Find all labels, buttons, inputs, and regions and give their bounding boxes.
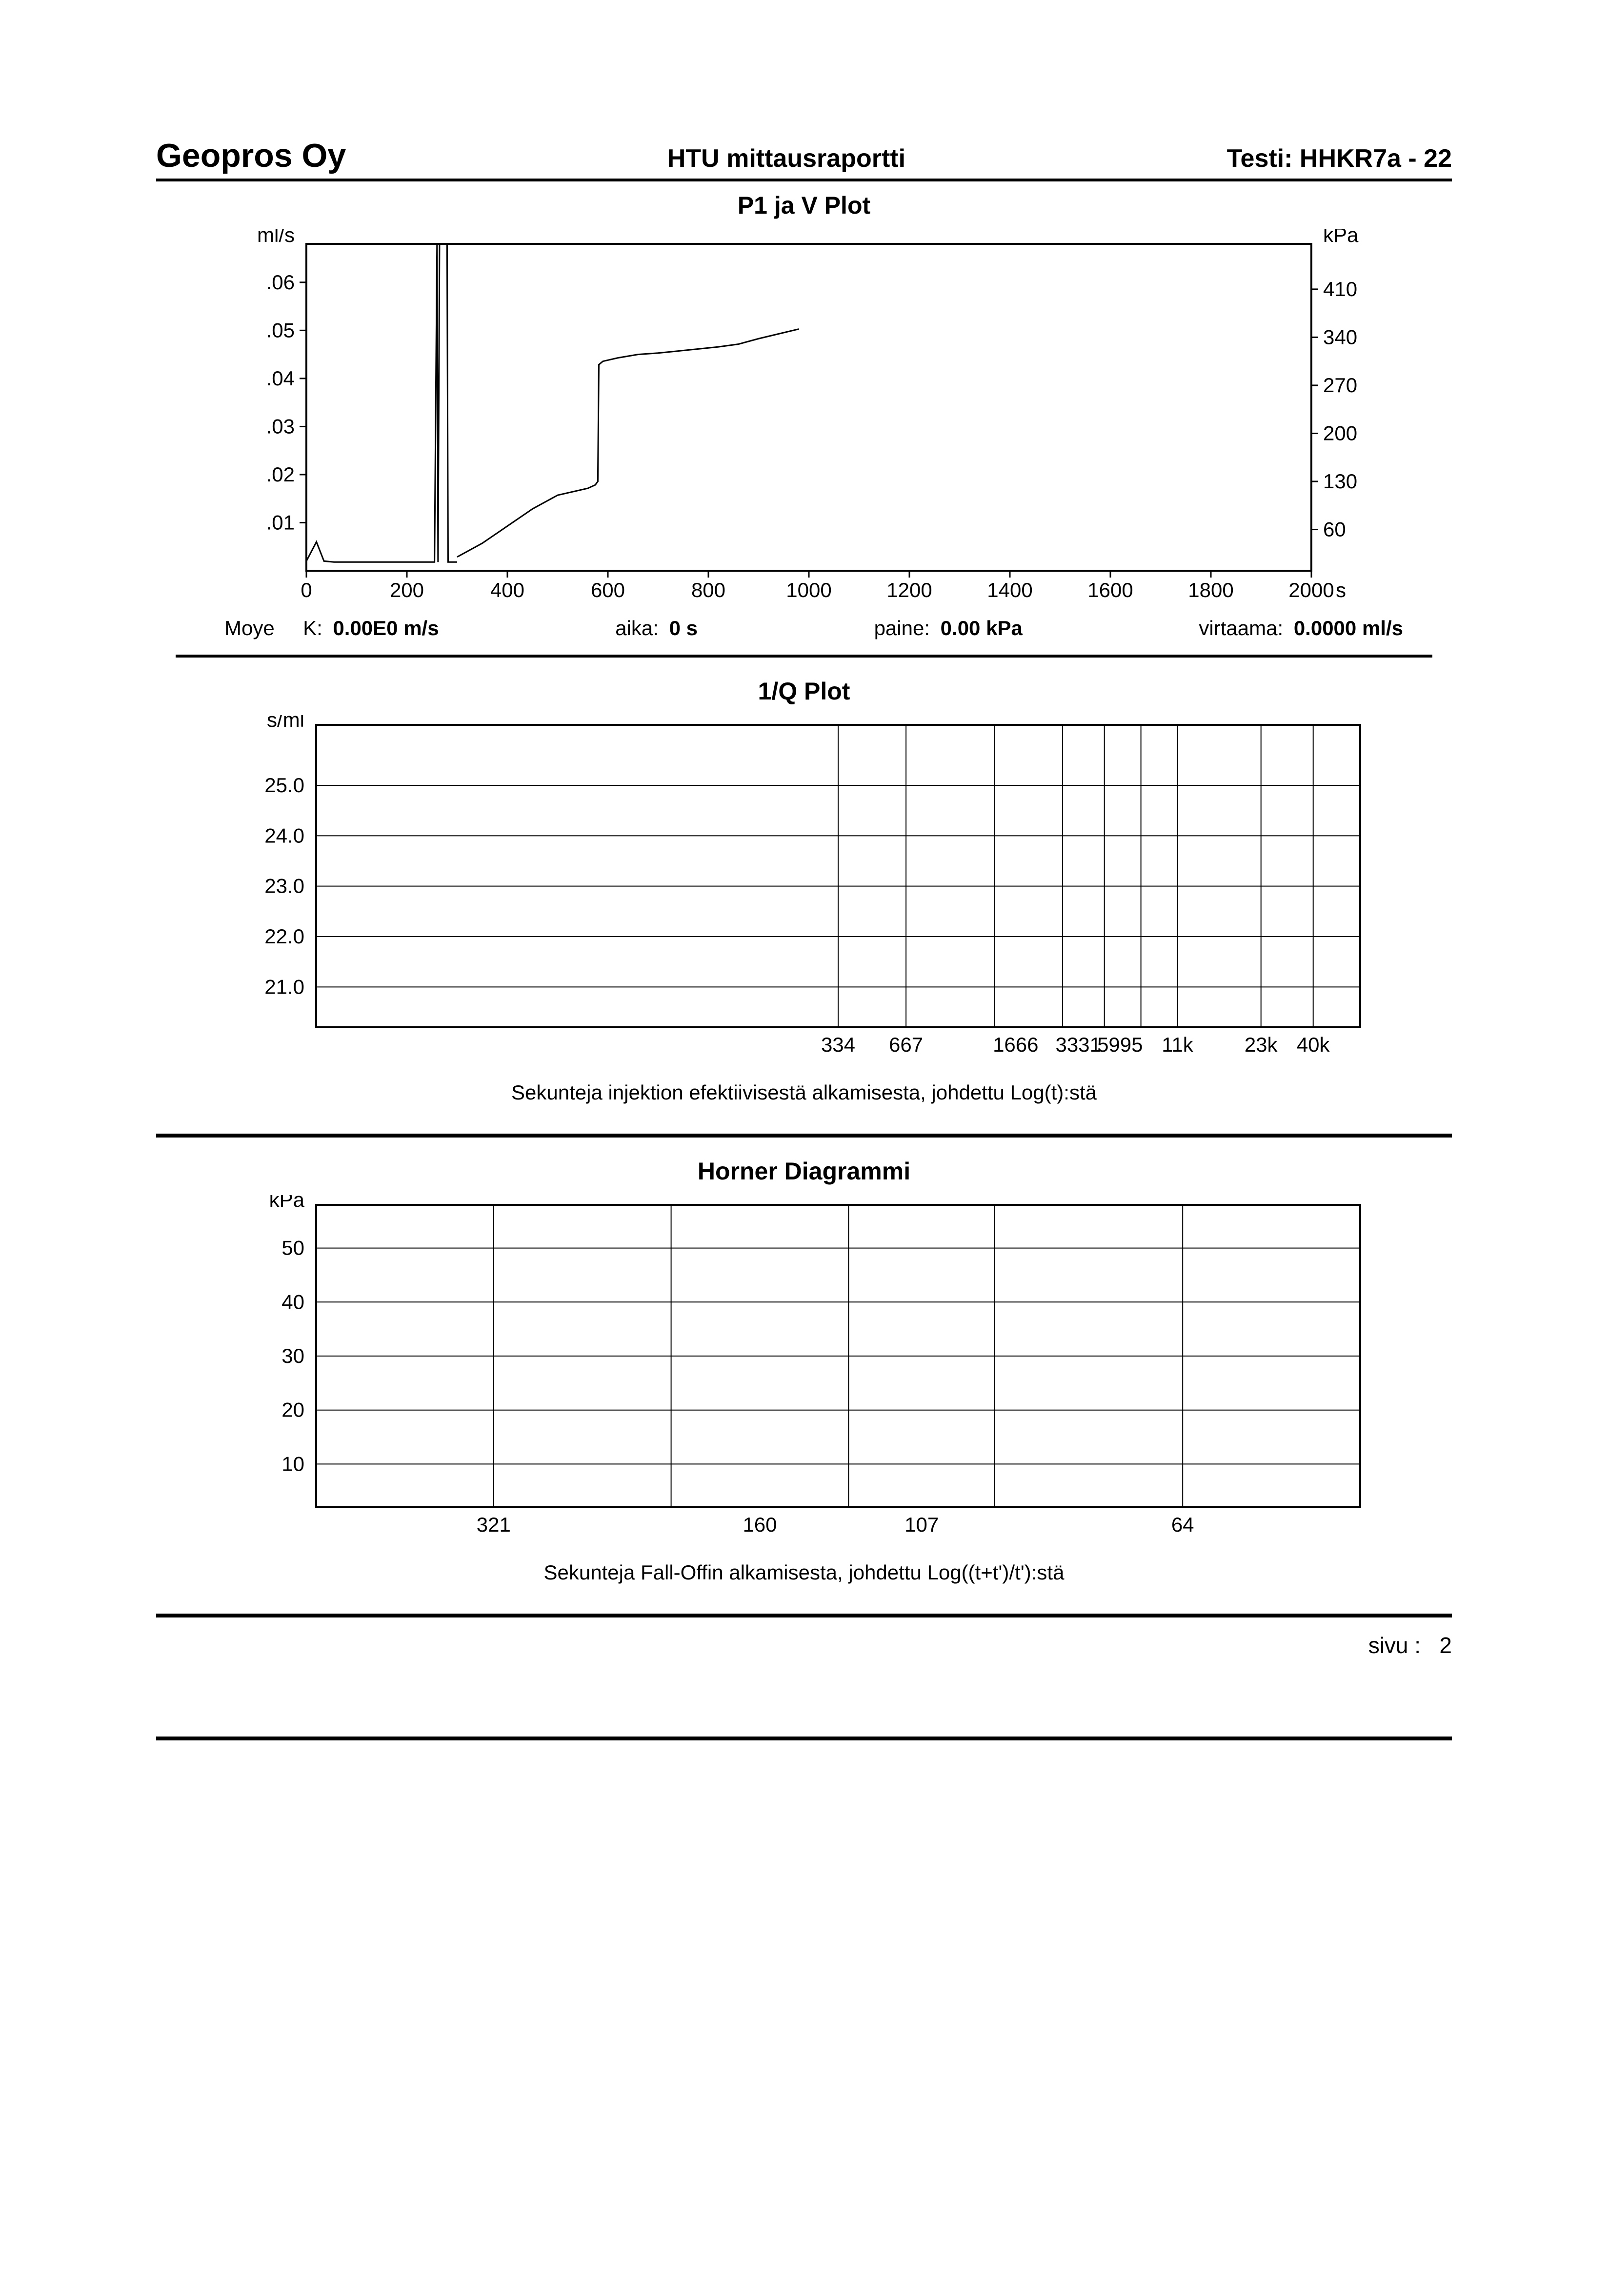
page-header: Geopros Oy HTU mittausraportti Testi: HH…	[156, 137, 1452, 181]
svg-text:kPa: kPa	[269, 1195, 305, 1211]
svg-text:.04: .04	[266, 367, 295, 390]
svg-text:334: 334	[821, 1033, 855, 1056]
virtaama-value: 0.0000 ml/s	[1294, 617, 1403, 639]
paine-label: paine:	[874, 617, 930, 639]
svg-text:130: 130	[1323, 470, 1357, 493]
chart3-plot: 10 20 30 40 50 kPa 321 160 107 64	[219, 1195, 1389, 1556]
divider-1	[176, 655, 1432, 658]
svg-text:.05: .05	[266, 319, 295, 341]
svg-text:5995: 5995	[1097, 1033, 1143, 1056]
svg-text:3331: 3331	[1055, 1033, 1101, 1056]
svg-text:1600: 1600	[1087, 579, 1133, 601]
k-label: K:	[303, 617, 322, 639]
svg-text:11k: 11k	[1162, 1033, 1194, 1056]
chart1-plot: 0 200 400 600 800 1000 1200 1400 1600 1800 2000s .0…	[219, 229, 1389, 610]
page-footer: sivu : 2	[156, 1614, 1452, 1658]
svg-text:1666: 1666	[993, 1033, 1038, 1056]
chart2-plot: 21.0 22.0 23.0 24.0 25.0 s/ml 334 667 1666 333159…	[219, 715, 1389, 1076]
svg-text:107: 107	[904, 1513, 939, 1536]
paine-value: 0.00 kPa	[941, 617, 1023, 639]
chart2-wrap: 21.0 22.0 23.0 24.0 25.0 s/ml 334 667 1666 333159…	[176, 715, 1432, 1076]
svg-text:.06: .06	[266, 271, 295, 294]
svg-text:2000: 2000	[1288, 579, 1334, 601]
svg-text:200: 200	[1323, 421, 1357, 444]
svg-text:667: 667	[889, 1033, 923, 1056]
svg-text:25.0: 25.0	[264, 774, 304, 797]
svg-text:1400: 1400	[987, 579, 1032, 601]
svg-text:22.0: 22.0	[264, 925, 304, 948]
svg-text:1200: 1200	[886, 579, 932, 601]
svg-text:s/ml: s/ml	[267, 715, 304, 731]
svg-text:s: s	[1336, 579, 1346, 601]
aika-value: 0 s	[669, 617, 698, 639]
chart3-title: Horner Diagrammi	[176, 1157, 1432, 1185]
chart1-section: P1 ja V Plot 0 200 400 600 800 1000 1200 1400 16…	[156, 191, 1452, 658]
svg-text:321: 321	[477, 1513, 511, 1536]
svg-text:60: 60	[1323, 518, 1346, 541]
chart3-x-caption: Sekunteja Fall-Offin alkamisesta, johdet…	[176, 1561, 1432, 1584]
svg-text:ml/s: ml/s	[257, 229, 295, 246]
chart2-title: 1/Q Plot	[176, 677, 1432, 705]
svg-text:23.0: 23.0	[264, 875, 304, 898]
svg-text:kPa: kPa	[1323, 229, 1359, 246]
k-value: 0.00E0 m/s	[333, 617, 439, 639]
report-title: HTU mittausraportti	[375, 144, 1197, 173]
chart1-title: P1 ja V Plot	[176, 191, 1432, 220]
svg-text:50: 50	[281, 1237, 304, 1259]
svg-text:800: 800	[691, 579, 725, 601]
svg-text:340: 340	[1323, 325, 1357, 348]
chart1-readouts: Moye K: 0.00E0 m/s aika: 0 s paine: 0.00…	[176, 617, 1432, 640]
page: Geopros Oy HTU mittausraportti Testi: HH…	[156, 137, 1452, 1740]
svg-text:.01: .01	[266, 511, 295, 534]
svg-text:21.0: 21.0	[264, 975, 304, 998]
svg-text:1800: 1800	[1188, 579, 1233, 601]
svg-text:20: 20	[281, 1398, 304, 1421]
svg-text:10: 10	[281, 1452, 304, 1475]
svg-text:24.0: 24.0	[264, 824, 304, 847]
svg-text:410: 410	[1323, 278, 1357, 300]
svg-text:400: 400	[490, 579, 524, 601]
company-name: Geopros Oy	[156, 137, 375, 175]
page-number: 2	[1439, 1633, 1452, 1658]
svg-text:1000: 1000	[786, 579, 831, 601]
svg-text:.02: .02	[266, 463, 295, 486]
chart2-x-caption: Sekunteja injektion efektiivisestä alkam…	[176, 1081, 1432, 1104]
bottom-rule	[156, 1737, 1452, 1740]
chart3-wrap: 10 20 30 40 50 kPa 321 160 107 64	[176, 1195, 1432, 1556]
aika-label: aika:	[615, 617, 659, 639]
divider-2	[156, 1134, 1452, 1138]
svg-text:40k: 40k	[1297, 1033, 1330, 1056]
svg-text:.03: .03	[266, 415, 295, 438]
chart3-section: Horner Diagrammi 10 20 30 40 50 kPa 321 160 107 6…	[156, 1157, 1452, 1584]
test-id: Testi: HHKR7a - 22	[1198, 144, 1452, 173]
moye-label: Moye	[224, 617, 275, 639]
virtaama-label: virtaama:	[1199, 617, 1283, 639]
svg-text:270: 270	[1323, 374, 1357, 397]
page-label: sivu :	[1368, 1633, 1421, 1658]
svg-text:40: 40	[281, 1290, 304, 1313]
svg-text:64: 64	[1171, 1513, 1194, 1536]
svg-text:23k: 23k	[1245, 1033, 1278, 1056]
svg-text:0: 0	[301, 579, 312, 601]
chart2-section: 1/Q Plot 21.0 22.0 23.0 24.0 25.0 s/ml 334 667 1…	[156, 677, 1452, 1104]
svg-text:200: 200	[390, 579, 424, 601]
chart1-wrap: 0 200 400 600 800 1000 1200 1400 1600 1800 2000s .0…	[176, 229, 1432, 610]
svg-text:30: 30	[281, 1344, 304, 1367]
svg-text:600: 600	[591, 579, 625, 601]
svg-text:160: 160	[743, 1513, 777, 1536]
